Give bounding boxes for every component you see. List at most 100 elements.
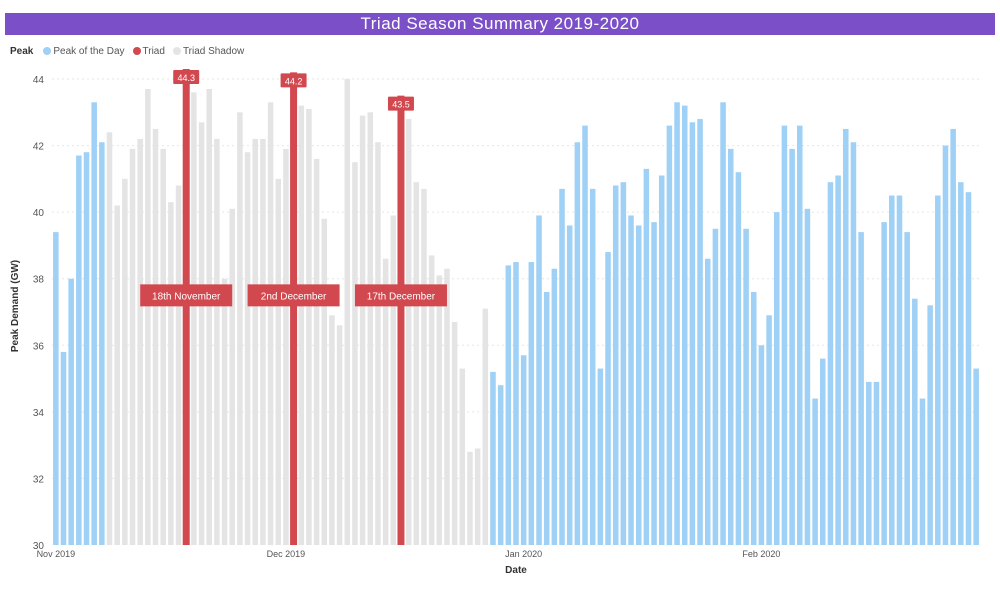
- bar-triad-shadow[interactable]: [413, 182, 420, 545]
- bar-triad-shadow[interactable]: [444, 268, 450, 545]
- bar-peak-of-day[interactable]: [83, 152, 90, 545]
- bar-triad[interactable]: [290, 72, 298, 545]
- bar-peak-of-day[interactable]: [697, 118, 703, 545]
- bar-triad-shadow[interactable]: [405, 118, 412, 545]
- bar-triad-shadow[interactable]: [221, 278, 228, 545]
- bar-peak-of-day[interactable]: [935, 195, 941, 546]
- bar-peak-of-day[interactable]: [605, 252, 611, 546]
- legend-item-peak[interactable]: Peak of the Day: [43, 46, 125, 57]
- bar-peak-of-day[interactable]: [520, 355, 527, 545]
- bar-peak-of-day[interactable]: [60, 351, 67, 545]
- bar-peak-of-day[interactable]: [965, 192, 972, 545]
- bar-peak-of-day[interactable]: [551, 268, 558, 545]
- bar-peak-of-day[interactable]: [735, 172, 742, 545]
- bar-peak-of-day[interactable]: [566, 225, 573, 545]
- bar-peak-of-day[interactable]: [651, 222, 657, 545]
- bar-peak-of-day[interactable]: [919, 398, 926, 545]
- bar-triad-shadow[interactable]: [229, 208, 235, 546]
- bar-peak-of-day[interactable]: [858, 232, 864, 545]
- bar-peak-of-day[interactable]: [950, 128, 956, 545]
- bar-triad-shadow[interactable]: [267, 102, 274, 546]
- bar-peak-of-day[interactable]: [973, 368, 979, 545]
- bar-peak-of-day[interactable]: [812, 398, 818, 545]
- bar-triad-shadow[interactable]: [137, 138, 143, 545]
- bar-triad-shadow[interactable]: [114, 205, 120, 545]
- bar-triad-shadow[interactable]: [421, 188, 427, 546]
- bar-triad[interactable]: [182, 69, 190, 545]
- bar-peak-of-day[interactable]: [589, 188, 596, 546]
- bar-triad-shadow[interactable]: [344, 79, 351, 545]
- bar-peak-of-day[interactable]: [781, 125, 788, 545]
- bar-triad-shadow[interactable]: [306, 108, 312, 545]
- bar-triad-shadow[interactable]: [237, 112, 243, 546]
- legend-item-shadow[interactable]: Triad Shadow: [172, 46, 244, 57]
- bar-triad-shadow[interactable]: [214, 138, 220, 545]
- bar-triad-shadow[interactable]: [260, 138, 266, 545]
- bar-triad-shadow[interactable]: [122, 178, 128, 545]
- bar-peak-of-day[interactable]: [681, 105, 688, 545]
- bar-triad-shadow[interactable]: [428, 255, 435, 545]
- bar-triad-shadow[interactable]: [451, 321, 458, 545]
- bar-triad-shadow[interactable]: [359, 115, 366, 545]
- bar-peak-of-day[interactable]: [497, 385, 504, 545]
- bar-triad-shadow[interactable]: [336, 325, 343, 545]
- bar-peak-of-day[interactable]: [750, 292, 757, 545]
- bar-triad-shadow[interactable]: [106, 132, 113, 545]
- bar-triad-shadow[interactable]: [436, 275, 443, 545]
- bar-peak-of-day[interactable]: [766, 315, 772, 545]
- bar-peak-of-day[interactable]: [827, 182, 834, 545]
- bar-peak-of-day[interactable]: [666, 125, 673, 545]
- bar-peak-of-day[interactable]: [490, 371, 496, 545]
- bar-triad-shadow[interactable]: [160, 148, 166, 545]
- bar-peak-of-day[interactable]: [99, 142, 105, 545]
- bar-peak-of-day[interactable]: [889, 195, 895, 546]
- bar-peak-of-day[interactable]: [643, 168, 650, 545]
- bar-triad-shadow[interactable]: [175, 185, 182, 545]
- bar-peak-of-day[interactable]: [559, 188, 565, 546]
- bar-peak-of-day[interactable]: [743, 228, 749, 546]
- bar-peak-of-day[interactable]: [881, 222, 887, 545]
- bar-peak-of-day[interactable]: [850, 142, 857, 545]
- bar-triad-shadow[interactable]: [482, 308, 489, 545]
- bar-triad-shadow[interactable]: [283, 148, 289, 545]
- bar-triad-shadow[interactable]: [129, 148, 136, 545]
- bar-triad-shadow[interactable]: [168, 202, 174, 545]
- bar-peak-of-day[interactable]: [689, 122, 696, 546]
- bar-triad-shadow[interactable]: [352, 162, 358, 545]
- bar-peak-of-day[interactable]: [574, 142, 581, 545]
- bar-peak-of-day[interactable]: [658, 175, 665, 545]
- bar-peak-of-day[interactable]: [543, 292, 550, 545]
- bar-peak-of-day[interactable]: [804, 208, 811, 546]
- bar-peak-of-day[interactable]: [628, 215, 634, 545]
- bar-peak-of-day[interactable]: [91, 102, 97, 546]
- bar-peak-of-day[interactable]: [612, 185, 619, 545]
- bar-triad-shadow[interactable]: [244, 152, 251, 545]
- bar-peak-of-day[interactable]: [635, 225, 642, 545]
- bar-peak-of-day[interactable]: [773, 212, 780, 545]
- bar-triad-shadow[interactable]: [367, 112, 374, 546]
- bar-peak-of-day[interactable]: [505, 265, 512, 545]
- bar-peak-of-day[interactable]: [712, 228, 719, 546]
- bar-triad-shadow[interactable]: [152, 128, 159, 545]
- bar-triad-shadow[interactable]: [252, 138, 259, 545]
- legend-item-triad[interactable]: Triad: [132, 46, 165, 57]
- bar-peak-of-day[interactable]: [620, 182, 627, 545]
- bar-peak-of-day[interactable]: [528, 262, 535, 545]
- bar-peak-of-day[interactable]: [727, 148, 734, 545]
- bar-peak-of-day[interactable]: [896, 195, 903, 546]
- bar-peak-of-day[interactable]: [674, 102, 680, 546]
- bar-triad-shadow[interactable]: [321, 218, 328, 546]
- bar-triad-shadow[interactable]: [459, 368, 466, 545]
- bar-peak-of-day[interactable]: [704, 258, 711, 545]
- bar-peak-of-day[interactable]: [513, 262, 519, 545]
- bar-triad-shadow[interactable]: [198, 122, 205, 546]
- bar-peak-of-day[interactable]: [912, 298, 918, 545]
- bar-triad-shadow[interactable]: [275, 178, 282, 545]
- bar-triad-shadow[interactable]: [313, 158, 320, 545]
- bar-peak-of-day[interactable]: [53, 232, 59, 545]
- bar-triad-shadow[interactable]: [382, 258, 389, 545]
- bar-triad-shadow[interactable]: [467, 451, 473, 545]
- bar-peak-of-day[interactable]: [820, 358, 826, 545]
- bar-triad-shadow[interactable]: [145, 88, 151, 545]
- bar-peak-of-day[interactable]: [758, 345, 765, 545]
